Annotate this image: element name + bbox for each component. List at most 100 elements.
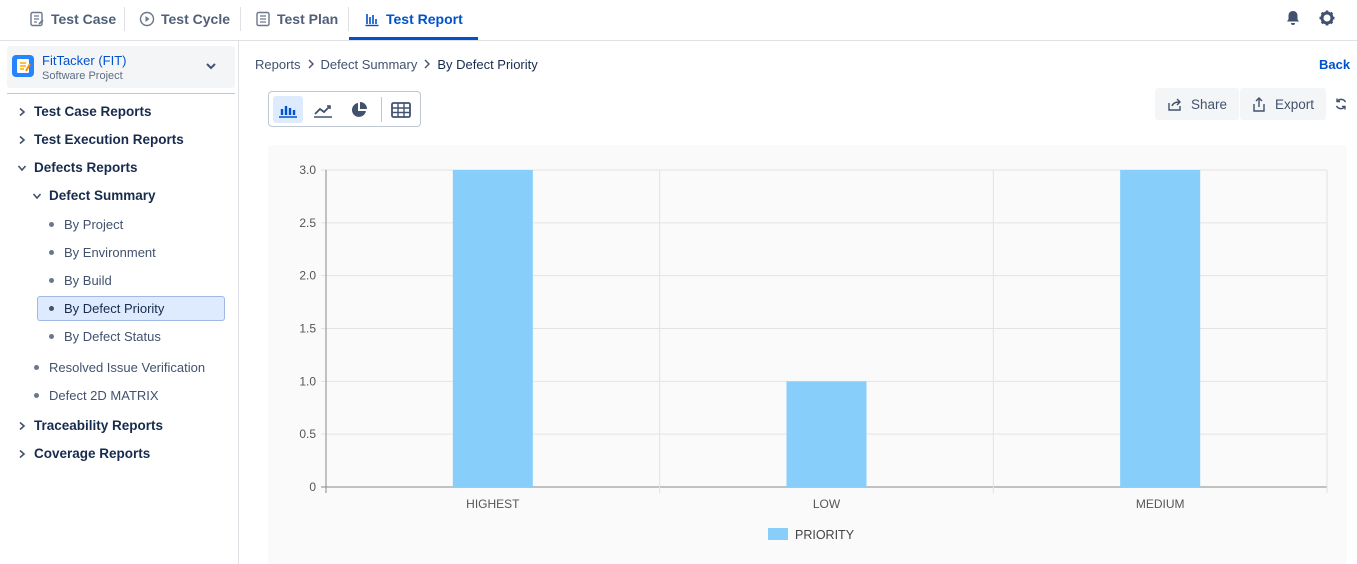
chart-panel: 0 0.5 1.0 1.5 2.0 2.5 3.0 HIGHEST LOW MEDIUM PRIOR… bbox=[268, 145, 1347, 564]
sidebar-item-coverage-reports[interactable]: Coverage Reports bbox=[15, 446, 150, 461]
table-icon bbox=[391, 101, 411, 118]
pie-chart-icon bbox=[351, 101, 367, 117]
bar bbox=[786, 381, 867, 487]
sidebar-item-label: Defect Summary bbox=[49, 188, 156, 203]
bullet-icon bbox=[49, 250, 54, 255]
line-chart-button[interactable] bbox=[308, 96, 338, 123]
project-avatar-icon bbox=[12, 55, 34, 77]
sidebar-item-defect-2d-matrix[interactable]: Defect 2D MATRIX bbox=[34, 388, 159, 403]
sidebar-item-label: Test Execution Reports bbox=[34, 132, 184, 147]
sidebar-item-test-case-reports[interactable]: Test Case Reports bbox=[15, 104, 152, 119]
test-report-icon bbox=[365, 13, 379, 26]
bar bbox=[452, 170, 533, 487]
y-tick-label: 0 bbox=[309, 480, 316, 494]
chevron-right-icon bbox=[15, 449, 29, 459]
line-chart-icon bbox=[314, 104, 332, 118]
bullet-icon bbox=[34, 365, 39, 370]
export-button[interactable]: Export bbox=[1240, 88, 1327, 120]
x-tick-label: MEDIUM bbox=[1136, 497, 1185, 511]
y-tick-label: 1.5 bbox=[299, 322, 316, 336]
y-tick-label: 2.0 bbox=[299, 269, 316, 283]
chevron-right-icon bbox=[15, 135, 29, 145]
chart-type-toolbar bbox=[268, 91, 421, 127]
sidebar-item-label: By Environment bbox=[64, 245, 156, 260]
breadcrumb-reports[interactable]: Reports bbox=[255, 57, 301, 72]
sidebar-item-by-defect-status[interactable]: By Defect Status bbox=[49, 329, 161, 344]
breadcrumb-defect-summary[interactable]: Defect Summary bbox=[320, 57, 418, 72]
tab-test-case-label: Test Case bbox=[51, 11, 117, 27]
tab-divider bbox=[348, 7, 349, 31]
tab-test-plan-label: Test Plan bbox=[277, 11, 339, 27]
y-tick-label: 3.0 bbox=[299, 163, 316, 177]
sidebar-item-defects-reports[interactable]: Defects Reports bbox=[15, 160, 138, 175]
sidebar-item-by-environment[interactable]: By Environment bbox=[49, 245, 156, 260]
chevron-down-icon[interactable] bbox=[204, 59, 218, 78]
bar-chart-icon bbox=[279, 105, 297, 118]
sidebar-item-resolved-issue-verification[interactable]: Resolved Issue Verification bbox=[34, 360, 205, 375]
refresh-icon[interactable] bbox=[1334, 97, 1348, 116]
test-cycle-icon bbox=[139, 11, 155, 27]
sidebar-item-label: Test Case Reports bbox=[34, 104, 152, 119]
bullet-icon bbox=[49, 306, 54, 311]
sidebar-item-label: Defects Reports bbox=[34, 160, 138, 175]
y-tick-label: 0.5 bbox=[299, 427, 316, 441]
sidebar: FitTacker (FIT) Software Project Test Ca… bbox=[0, 41, 239, 564]
y-tick-label: 1.0 bbox=[299, 374, 316, 388]
sidebar-item-label: Resolved Issue Verification bbox=[49, 360, 206, 375]
top-navigation: Test Case Test Cycle Test Plan Test Repo… bbox=[0, 0, 1357, 41]
share-button[interactable]: Share bbox=[1155, 88, 1240, 120]
test-case-icon bbox=[30, 11, 44, 27]
tab-test-plan[interactable]: Test Plan bbox=[255, 0, 338, 38]
sidebar-item-by-defect-priority[interactable]: By Defect Priority bbox=[49, 301, 164, 316]
chevron-right-icon bbox=[423, 57, 431, 72]
sidebar-item-by-project[interactable]: By Project bbox=[49, 217, 123, 232]
sidebar-item-traceability-reports[interactable]: Traceability Reports bbox=[15, 418, 163, 433]
bar-chart: 0 0.5 1.0 1.5 2.0 2.5 3.0 HIGHEST LOW MEDIUM PRIOR… bbox=[299, 163, 1328, 542]
sidebar-item-by-build[interactable]: By Build bbox=[49, 273, 112, 288]
gear-icon[interactable] bbox=[1318, 9, 1336, 32]
tab-divider bbox=[240, 7, 241, 31]
sidebar-item-label: Defect 2D MATRIX bbox=[49, 388, 159, 403]
project-type: Software Project bbox=[42, 70, 123, 82]
bullet-icon bbox=[34, 393, 39, 398]
project-selector[interactable]: FitTacker (FIT) Software Project bbox=[7, 46, 235, 88]
export-icon bbox=[1253, 96, 1265, 112]
divider bbox=[7, 93, 235, 94]
tab-test-cycle[interactable]: Test Cycle bbox=[139, 0, 230, 38]
sidebar-item-test-execution-reports[interactable]: Test Execution Reports bbox=[15, 132, 184, 147]
tab-test-case[interactable]: Test Case bbox=[29, 0, 116, 38]
breadcrumb-current: By Defect Priority bbox=[437, 57, 538, 72]
sidebar-item-label: Traceability Reports bbox=[34, 418, 164, 433]
sidebar-item-label: Coverage Reports bbox=[34, 446, 151, 461]
test-plan-icon bbox=[256, 11, 270, 27]
tab-test-cycle-label: Test Cycle bbox=[161, 11, 230, 27]
share-label: Share bbox=[1191, 96, 1228, 112]
legend-label: PRIORITY bbox=[795, 528, 855, 542]
bullet-icon bbox=[49, 334, 54, 339]
bell-icon[interactable] bbox=[1284, 9, 1302, 32]
chevron-right-icon bbox=[15, 421, 29, 431]
share-icon bbox=[1168, 98, 1181, 111]
tab-test-report-label: Test Report bbox=[386, 10, 463, 27]
chevron-right-icon bbox=[15, 107, 29, 117]
selected-item-highlight bbox=[37, 296, 225, 321]
bar bbox=[1120, 170, 1201, 487]
y-tick-label: 2.5 bbox=[299, 216, 316, 230]
chevron-down-icon bbox=[15, 163, 29, 173]
tab-test-report[interactable]: Test Report bbox=[349, 0, 478, 40]
sidebar-item-defect-summary[interactable]: Defect Summary bbox=[30, 188, 156, 203]
back-link[interactable]: Back bbox=[1319, 57, 1351, 72]
bullet-icon bbox=[49, 222, 54, 227]
toolbar-divider bbox=[381, 97, 382, 122]
x-tick-label: HIGHEST bbox=[466, 497, 520, 511]
tab-divider bbox=[124, 7, 125, 31]
chevron-right-icon bbox=[307, 57, 315, 72]
bar-chart-button[interactable] bbox=[273, 96, 303, 123]
x-tick-label: LOW bbox=[813, 497, 841, 511]
chevron-down-icon bbox=[30, 191, 44, 201]
table-view-button[interactable] bbox=[386, 96, 416, 123]
sidebar-item-label: By Defect Priority bbox=[64, 301, 165, 316]
sidebar-item-label: By Build bbox=[64, 273, 112, 288]
sidebar-item-label: By Project bbox=[64, 217, 124, 232]
pie-chart-button[interactable] bbox=[344, 96, 374, 123]
